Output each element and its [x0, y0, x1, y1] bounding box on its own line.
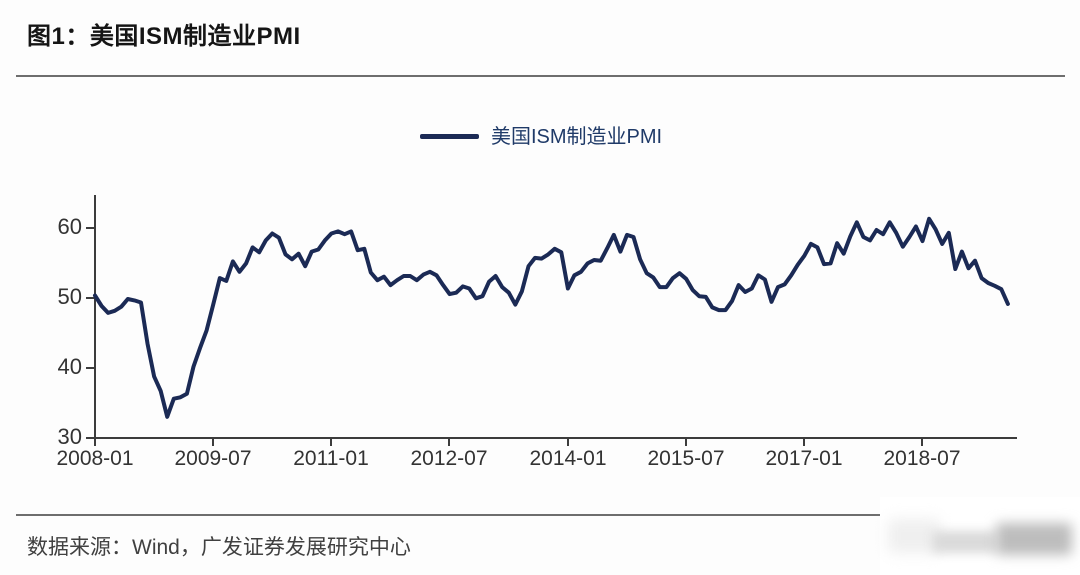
bottom-separator-line: [16, 514, 1065, 516]
y-tick-30: [86, 437, 95, 439]
x-axis-label-2015-07: 2015-07: [647, 447, 725, 470]
x-tick-2015-07: [685, 439, 687, 446]
watermark-blob: [888, 519, 940, 553]
x-axis-label-2008-01: 2008-01: [56, 447, 134, 470]
x-axis-label-2018-07: 2018-07: [883, 447, 961, 470]
y-axis-line: [94, 195, 96, 439]
top-separator-line: [16, 75, 1065, 77]
x-tick-2012-07: [448, 439, 450, 446]
x-tick-2011-01: [330, 439, 332, 446]
y-tick-50: [86, 297, 95, 299]
x-tick-2008-01: [94, 439, 96, 446]
y-tick-40: [86, 367, 95, 369]
legend-line-swatch: [420, 133, 479, 139]
x-axis-label-2014-01: 2014-01: [529, 447, 607, 470]
x-tick-2014-01: [567, 439, 569, 446]
watermark-blob: [996, 523, 1072, 555]
x-axis-label-2009-07: 2009-07: [174, 447, 252, 470]
x-tick-2018-07: [921, 439, 923, 446]
y-tick-60: [86, 227, 95, 229]
chart-legend: 美国ISM制造业PMI: [420, 120, 662, 149]
watermark-blur-patch: [880, 497, 1080, 575]
y-axis-label-40: 40: [57, 354, 82, 379]
y-axis-label-50: 50: [57, 284, 82, 309]
source-text: 数据来源：Wind，广发证券发展研究中心: [27, 536, 411, 559]
x-axis-line: [94, 437, 1017, 439]
y-axis-label-60: 60: [57, 214, 82, 239]
pmi-line: [93, 216, 1010, 419]
legend-label: 美国ISM制造业PMI: [491, 126, 663, 148]
y-axis-label-30: 30: [57, 424, 82, 449]
watermark-blob: [932, 531, 998, 553]
x-tick-2017-01: [803, 439, 805, 446]
x-axis-label-2017-01: 2017-01: [765, 447, 843, 470]
x-axis-label-2012-07: 2012-07: [410, 447, 488, 470]
x-axis-label-2011-01: 2011-01: [293, 447, 369, 470]
figure-title: 图1：美国ISM制造业PMI: [27, 23, 301, 50]
x-tick-2009-07: [212, 439, 214, 446]
